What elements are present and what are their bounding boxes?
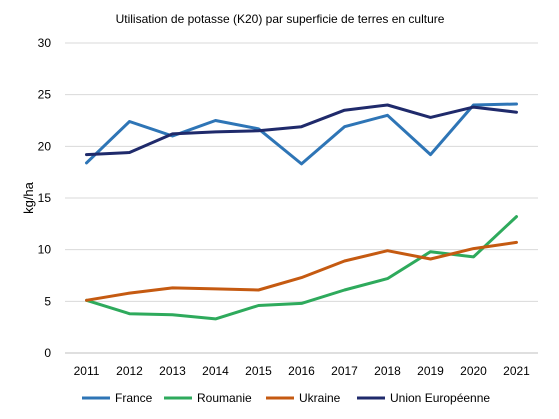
y-axis-ticks: 0 5 10 15 20 25 30 <box>38 36 52 360</box>
gridlines <box>65 42 538 354</box>
legend: France Roumanie Ukraine Union Européenne <box>82 391 490 405</box>
y-tick-label: 30 <box>38 36 52 50</box>
series-line-ukraine <box>85 240 518 302</box>
x-tick-label: 2020 <box>460 364 487 378</box>
x-tick-label: 2018 <box>374 364 401 378</box>
y-tick-label: 5 <box>44 294 51 308</box>
x-tick-label: 2011 <box>74 364 100 378</box>
legend-item: Ukraine <box>266 391 341 405</box>
legend-item: France <box>82 391 153 405</box>
legend-label: Roumanie <box>197 391 252 405</box>
x-tick-label: 2014 <box>202 364 229 378</box>
series-line-union-europ-enne <box>85 103 518 157</box>
x-tick-label: 2016 <box>288 364 315 378</box>
series-line-roumanie <box>85 215 518 321</box>
y-axis-title: kg/ha <box>21 181 36 214</box>
series-lines <box>85 102 518 321</box>
y-tick-label: 10 <box>38 243 52 257</box>
x-tick-label: 2017 <box>331 364 358 378</box>
y-tick-label: 0 <box>44 346 51 360</box>
series-line-france <box>85 102 518 166</box>
x-tick-label: 2021 <box>503 364 530 378</box>
legend-label: Ukraine <box>299 391 341 405</box>
x-axis-ticks: 2011 2012 2013 2014 2015 2016 2017 2018 2019 2020… <box>74 364 531 378</box>
legend-label: Union Européenne <box>390 391 490 405</box>
legend-item: Union Européenne <box>357 391 490 405</box>
legend-label: France <box>115 391 153 405</box>
legend-item: Roumanie <box>164 391 252 405</box>
y-tick-label: 25 <box>38 88 52 102</box>
x-tick-label: 2019 <box>417 364 444 378</box>
chart-title: Utilisation de potasse (K20) par superfi… <box>116 12 445 26</box>
y-tick-label: 15 <box>38 191 52 205</box>
x-tick-label: 2015 <box>245 364 272 378</box>
x-tick-label: 2013 <box>159 364 186 378</box>
x-tick-label: 2012 <box>116 364 143 378</box>
y-tick-label: 20 <box>38 139 52 153</box>
